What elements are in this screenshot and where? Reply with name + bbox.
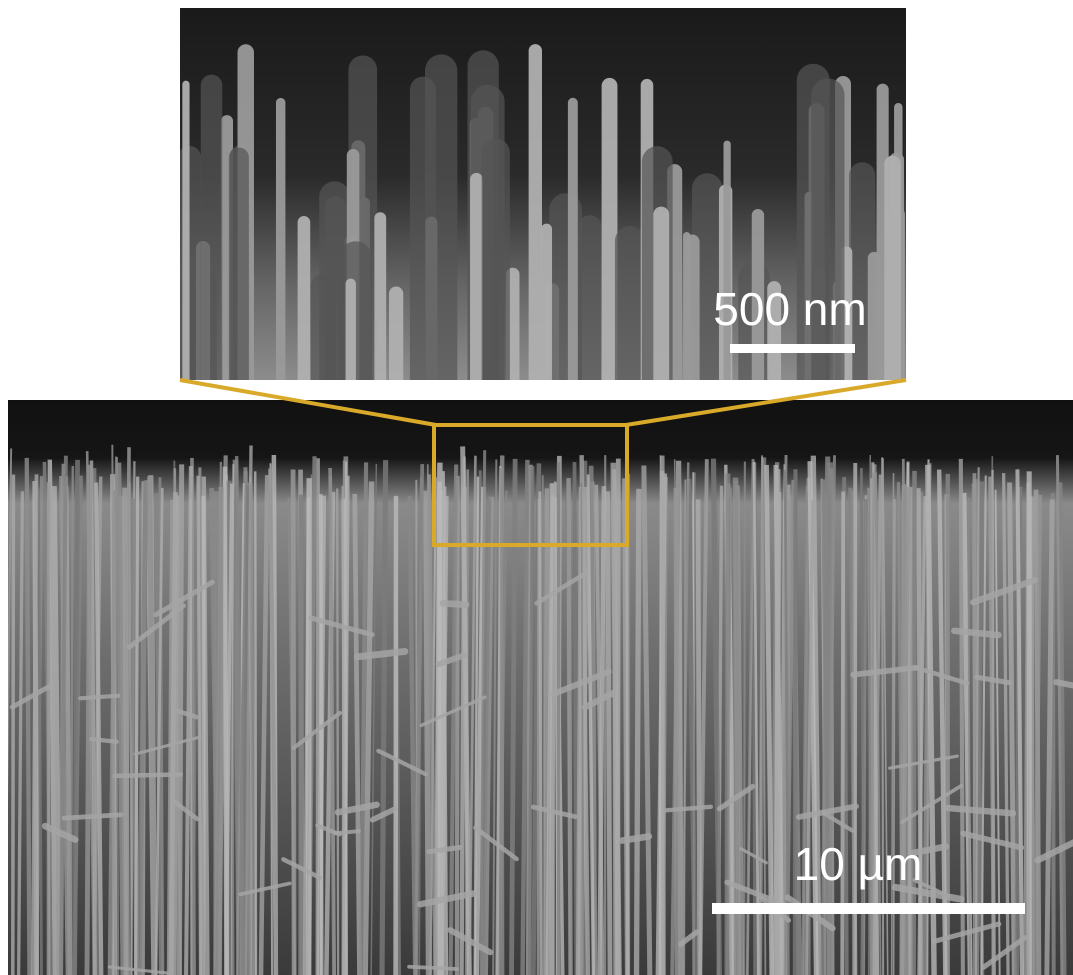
nanowire — [321, 494, 322, 975]
fallen-wire — [115, 774, 181, 775]
fallen-wire — [80, 696, 118, 699]
fallen-wire — [443, 603, 466, 604]
nanowire — [914, 471, 915, 975]
nanowire — [698, 499, 700, 975]
nanowire — [75, 460, 78, 975]
nanowire — [337, 488, 338, 975]
fallen-wire — [409, 967, 457, 969]
nanowire — [736, 478, 737, 975]
nanowire — [255, 471, 256, 975]
fallen-wire — [64, 815, 121, 818]
nanowire — [191, 499, 192, 975]
nanowire — [744, 462, 745, 975]
nanowire — [842, 492, 843, 975]
nanowire — [27, 458, 30, 975]
nanowire — [293, 470, 294, 975]
nanowire — [13, 475, 14, 975]
fallen-wire — [622, 836, 649, 840]
fallen-wire — [335, 831, 359, 833]
nanowire — [87, 465, 90, 975]
nanowire — [662, 456, 663, 975]
nanowire — [676, 488, 677, 975]
fallen-wire — [954, 631, 998, 635]
nanowire — [853, 490, 854, 975]
nanowire — [636, 489, 638, 975]
nanowire — [574, 462, 576, 975]
inset-scale-bar — [730, 344, 855, 353]
nanowire — [608, 491, 610, 975]
main-scale-label: 10 µm — [794, 838, 923, 890]
nanowire — [727, 474, 728, 975]
figure: 500 nm 10 µm — [0, 0, 1073, 975]
main-scale-bar — [712, 903, 1025, 914]
nanowire — [684, 480, 685, 975]
nanowire — [627, 481, 628, 975]
nanowire — [462, 487, 465, 975]
nanowire — [569, 478, 571, 975]
fallen-wire — [91, 739, 116, 742]
inset-scale-label: 500 nm — [713, 283, 866, 335]
nanowire — [918, 488, 921, 975]
nanowire — [136, 477, 138, 975]
nanowire — [540, 492, 542, 975]
nanowire — [382, 460, 386, 975]
nanowire — [578, 487, 581, 975]
nanowire — [179, 464, 181, 975]
nanowire — [301, 495, 302, 975]
